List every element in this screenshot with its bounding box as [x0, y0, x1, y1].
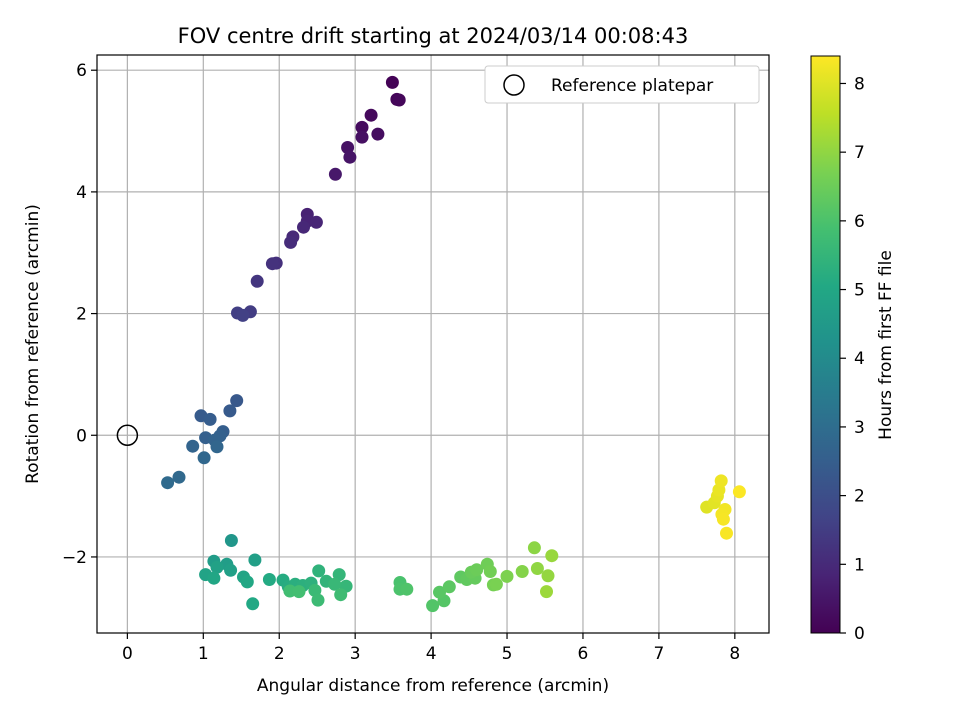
- data-point: [328, 167, 342, 181]
- data-point: [355, 120, 369, 134]
- data-point: [392, 93, 406, 107]
- data-point: [371, 127, 385, 141]
- data-point: [500, 569, 514, 583]
- data-point: [161, 476, 175, 490]
- data-point: [186, 439, 200, 453]
- data-point: [720, 526, 733, 540]
- legend-entry-label: Reference platepar: [551, 76, 713, 96]
- data-point: [224, 534, 238, 547]
- data-point: [442, 580, 456, 594]
- colorbar-tick-label: 3: [854, 418, 865, 438]
- colorbar-gradient: [810, 55, 841, 634]
- data-point: [230, 394, 244, 408]
- x-axis-ticks: 0 1 2 3 4 5 6 7 8: [122, 633, 740, 664]
- data-point: [197, 451, 211, 465]
- colorbar-label: Hours from first FF file: [876, 250, 896, 440]
- data-point: [207, 571, 221, 585]
- data-point: [224, 563, 238, 577]
- x-tick-label: 0: [122, 644, 133, 664]
- colorbar-ticks: 0 1 2 3 4 5 6 7 8: [840, 74, 865, 644]
- data-point: [203, 412, 217, 426]
- data-point: [312, 564, 326, 578]
- reference-platepar-marker: [116, 424, 139, 447]
- data-point: [223, 404, 237, 418]
- data-point: [470, 563, 484, 577]
- data-point: [714, 474, 728, 488]
- x-tick-label: 3: [350, 644, 361, 664]
- x-tick-label: 7: [653, 644, 664, 664]
- y-tick-label: 2: [76, 305, 87, 325]
- data-point: [732, 485, 746, 499]
- colorbar-tick-label: 0: [854, 624, 865, 644]
- data-point: [284, 235, 298, 249]
- chart-title: FOV centre drift starting at 2024/03/14 …: [178, 24, 689, 48]
- data-point: [385, 75, 399, 89]
- x-tick-label: 6: [578, 644, 589, 664]
- data-point: [341, 141, 355, 154]
- data-point: [311, 593, 325, 607]
- y-tick-label: 6: [76, 61, 87, 81]
- colorbar-tick-label: 2: [854, 487, 865, 507]
- plot-frame: [96, 54, 770, 634]
- data-point: [292, 585, 306, 599]
- x-axis-label: Angular distance from reference (arcmin): [257, 676, 609, 696]
- data-point: [236, 308, 250, 322]
- colorbar-tick-label: 8: [854, 74, 865, 94]
- data-point: [541, 569, 555, 583]
- grid-lines: [97, 55, 769, 633]
- data-point: [328, 577, 342, 591]
- data-point: [716, 512, 730, 526]
- data-point: [483, 565, 497, 578]
- data-point: [210, 560, 224, 574]
- data-point: [527, 541, 541, 555]
- data-point: [400, 582, 414, 596]
- data-point: [250, 274, 264, 288]
- legend: Reference platepar: [484, 65, 760, 104]
- y-tick-label: −2: [62, 548, 87, 568]
- data-point: [530, 562, 544, 575]
- data-point: [515, 565, 529, 578]
- data-point: [265, 257, 279, 271]
- data-point: [297, 220, 310, 234]
- x-tick-label: 4: [426, 644, 437, 664]
- data-point: [355, 130, 369, 144]
- data-point: [545, 549, 559, 563]
- data-point: [332, 568, 346, 582]
- data-point: [364, 108, 378, 122]
- data-point: [248, 553, 262, 567]
- x-tick-label: 2: [274, 644, 285, 664]
- plot-area: [96, 54, 770, 634]
- colorbar-tick-label: 4: [854, 349, 865, 369]
- x-tick-label: 5: [502, 644, 513, 664]
- data-point: [426, 599, 440, 613]
- colorbar-tick-label: 5: [854, 281, 865, 301]
- legend-marker-icon: [503, 74, 525, 96]
- y-axis-label: Rotation from reference (arcmin): [23, 204, 43, 484]
- data-point: [172, 470, 186, 484]
- data-point: [540, 585, 553, 599]
- data-point: [309, 215, 323, 229]
- colorbar-tick-label: 1: [854, 555, 865, 575]
- plot-background: [97, 55, 769, 633]
- data-point: [240, 575, 254, 589]
- data-point: [343, 150, 357, 164]
- data-point: [433, 585, 446, 599]
- data-point: [334, 588, 348, 602]
- x-tick-label: 1: [198, 644, 209, 664]
- y-tick-label: 4: [76, 183, 87, 203]
- y-axis-ticks: −2 0 2 4 6: [62, 61, 97, 568]
- colorbar-tick-label: 7: [854, 143, 865, 163]
- legend-box: [484, 65, 760, 104]
- data-point: [262, 573, 276, 586]
- data-point: [489, 577, 503, 591]
- scatter-points: [161, 75, 746, 613]
- y-tick-label: 0: [76, 426, 87, 446]
- data-point: [210, 440, 224, 454]
- colorbar: 0 1 2 3 4 5 6 7 8 Hours from first FF file: [810, 55, 896, 644]
- x-tick-label: 8: [729, 644, 740, 664]
- data-point: [246, 597, 260, 611]
- colorbar-tick-label: 6: [854, 212, 865, 232]
